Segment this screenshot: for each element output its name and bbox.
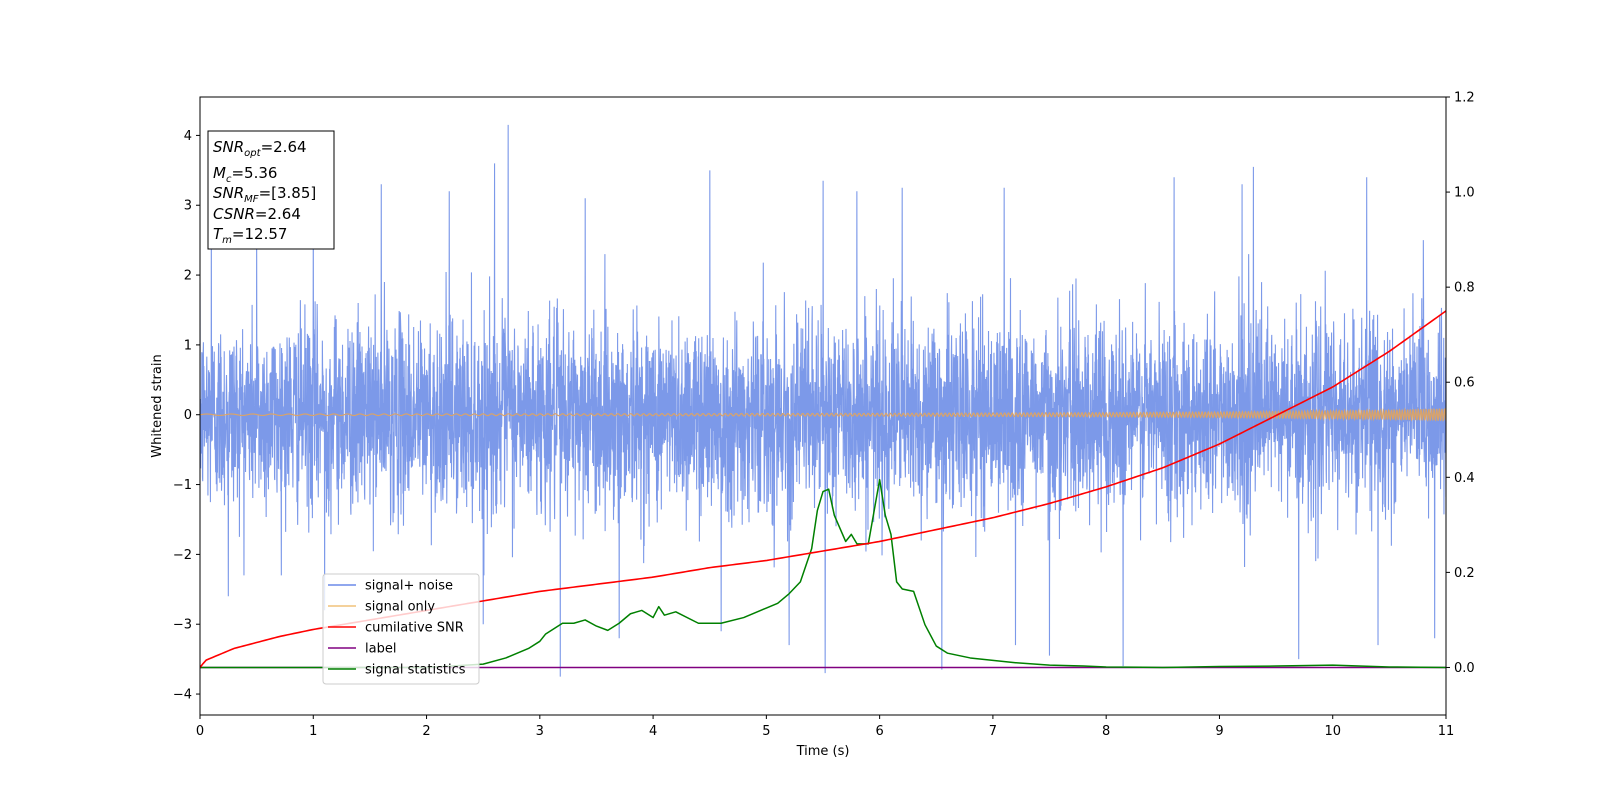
series-signal-noise-line (200, 124, 1446, 677)
y-tick-label: 4 (184, 129, 192, 144)
y-tick-label: −4 (173, 688, 192, 703)
y2-tick-label: 0.6 (1454, 376, 1475, 391)
y2-tick-label: 1.0 (1454, 186, 1475, 201)
x-tick-label: 10 (1324, 724, 1341, 739)
x-tick-label: 1 (309, 724, 317, 739)
x-tick-label: 2 (422, 724, 430, 739)
x-tick-label: 9 (1215, 724, 1223, 739)
info-csnr-value: =2.64 (255, 205, 301, 223)
info-snr-opt-value: =2.64 (261, 138, 307, 156)
y-tick-label: 3 (184, 199, 192, 214)
series-signal-only-line (200, 407, 1446, 422)
x-tick-label: 3 (536, 724, 544, 739)
info-snr-mf-base: SNR (213, 184, 244, 202)
y-tick-label: −2 (173, 548, 192, 563)
legend-label: signal only (365, 600, 435, 615)
info-csnr-base: CSNR (213, 205, 255, 223)
y-tick-label: 0 (184, 408, 192, 423)
info-tm-sub: m (222, 235, 232, 246)
y-tick-label: −3 (173, 618, 192, 633)
x-axis-label: Time (s) (796, 744, 850, 759)
x-tick-label: 4 (649, 724, 657, 739)
x-tick-label: 5 (762, 724, 770, 739)
plot-frame (199, 96, 1447, 716)
series-signal-statistics-line (200, 478, 1446, 669)
info-snr-mf-value: =[3.85] (259, 184, 317, 202)
y-axis-right: 1.2 1.0 0.8 0.6 0.4 0.2 0.0 (1446, 91, 1475, 676)
info-tm-value: =12.57 (232, 225, 288, 243)
legend: signal+ noise signal only cumilative SNR la… (322, 573, 480, 685)
info-mc: Mc=5.36 (213, 164, 277, 185)
info-box: SNRopt=2.64 Mc=5.36 SNRMF=[3.85] CSNR=2.… (207, 130, 335, 250)
y2-tick-label: 0.0 (1454, 661, 1475, 676)
x-tick-label: 8 (1102, 724, 1110, 739)
y2-tick-label: 0.8 (1454, 281, 1475, 296)
info-snr-mf-sub: MF (244, 194, 259, 205)
info-csnr: CSNR=2.64 (213, 205, 301, 223)
info-snr-opt-base: SNR (213, 138, 244, 156)
legend-label: signal statistics (365, 663, 466, 678)
legend-frame (322, 573, 480, 685)
info-mc-sub: c (226, 174, 232, 185)
info-snr-opt: SNRopt=2.64 (213, 138, 307, 159)
info-tm: Tm=12.57 (213, 225, 287, 246)
x-tick-label: 0 (196, 724, 204, 739)
info-mc-value: =5.36 (231, 164, 277, 182)
y-axis-label: Whitened strain (150, 354, 165, 457)
info-tm-base: T (213, 225, 224, 243)
y2-tick-label: 0.4 (1454, 471, 1475, 486)
y2-tick-label: 1.2 (1454, 91, 1475, 106)
y-tick-label: 1 (184, 338, 192, 353)
info-mc-base: M (213, 164, 226, 182)
legend-label: signal+ noise (365, 579, 453, 594)
y2-tick-label: 0.2 (1454, 566, 1475, 581)
x-axis: 0 1 2 3 4 5 6 7 8 9 10 11 (196, 715, 1454, 739)
x-tick-label: 11 (1438, 724, 1455, 739)
x-tick-label: 7 (989, 724, 997, 739)
info-box-frame (207, 130, 335, 250)
y-axis-left: 4 3 2 1 0 −1 −2 −3 −4 (173, 129, 200, 703)
legend-label: cumilative SNR (365, 621, 464, 636)
y-tick-label: −1 (173, 478, 192, 493)
info-snr-opt-sub: opt (244, 148, 261, 159)
y-tick-label: 2 (184, 269, 192, 284)
x-tick-label: 6 (875, 724, 883, 739)
info-snr-mf: SNRMF=[3.85] (213, 184, 316, 205)
legend-label: label (365, 642, 396, 657)
